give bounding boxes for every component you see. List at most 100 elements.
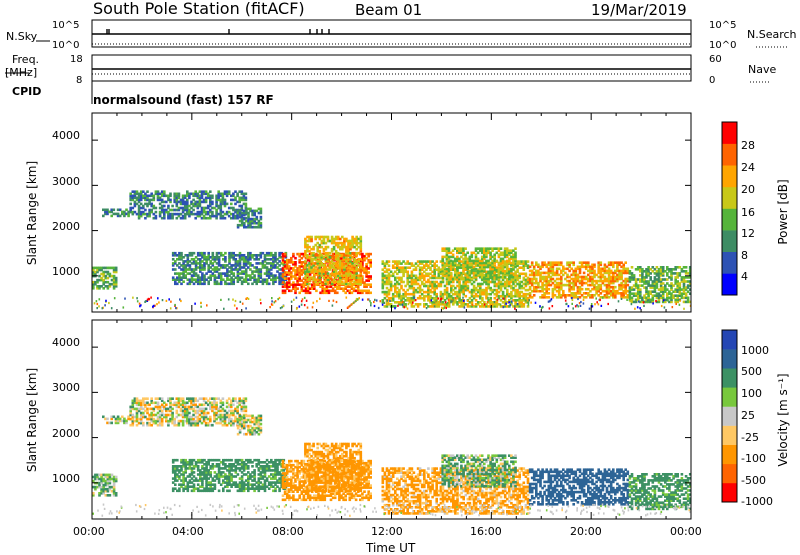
power-panel-cell xyxy=(115,277,118,280)
power-panel-cell xyxy=(308,283,311,286)
power-panel-cell xyxy=(146,190,149,193)
power-panel-cell xyxy=(268,283,271,286)
power-panel-clutter xyxy=(580,305,582,307)
power-panel-cell xyxy=(489,297,492,300)
power-panel-clutter xyxy=(663,299,665,301)
power-panel-cell xyxy=(129,203,132,206)
power-panel-cell xyxy=(174,268,177,271)
velocity-panel-cell xyxy=(188,412,191,415)
power-panel-clutter xyxy=(415,299,417,301)
power-panel-cell xyxy=(294,261,297,264)
velocity-panel-cell xyxy=(171,397,174,400)
power-panel-clutter xyxy=(370,304,372,306)
power-panel-clutter xyxy=(388,302,390,304)
power-panel-clutter xyxy=(283,305,285,307)
power-panel-cell xyxy=(163,190,166,193)
power-panel-clutter xyxy=(494,301,496,303)
power-panel-clutter xyxy=(236,307,238,309)
velocity-panel-cell xyxy=(106,418,109,421)
power-panel-clutter xyxy=(386,300,388,302)
power-panel-clutter xyxy=(402,301,404,303)
power-panel-clutter xyxy=(637,306,639,308)
power-panel-clutter xyxy=(328,300,330,302)
power-panel-clutter xyxy=(370,302,372,304)
power-panel-cell xyxy=(169,199,172,202)
power-panel-clutter xyxy=(583,299,585,301)
power-panel-clutter xyxy=(94,302,96,304)
power-panel-clutter xyxy=(451,300,453,302)
power-panel-cell xyxy=(292,253,295,256)
power-panel-clutter xyxy=(333,300,335,302)
power-panel-clutter xyxy=(296,297,298,299)
power-panel-clutter xyxy=(505,303,507,305)
power-panel-clutter xyxy=(376,299,378,301)
power-panel-clutter xyxy=(517,303,519,305)
power-panel-clutter xyxy=(374,305,376,307)
power-panel-cell xyxy=(390,281,393,284)
power-panel-clutter xyxy=(572,299,574,301)
power-panel-clutter xyxy=(332,305,334,307)
power-panel-clutter xyxy=(260,299,262,301)
power-panel-cell xyxy=(685,266,688,269)
power-panel-cell xyxy=(404,303,407,306)
power-panel-clutter xyxy=(449,302,451,304)
power-panel-clutter xyxy=(384,302,386,304)
power-panel-cell xyxy=(581,288,584,291)
power-panel-cell xyxy=(226,203,229,206)
power-panel-cell xyxy=(171,205,174,208)
power-panel-clutter xyxy=(594,303,596,305)
power-panel-clutter xyxy=(296,308,298,310)
power-panel-cell xyxy=(193,252,196,255)
power-panel-clutter xyxy=(595,297,597,299)
power-panel-clutter xyxy=(462,297,464,299)
power-panel-cell xyxy=(533,294,536,297)
power-panel-cell xyxy=(327,236,330,239)
power-panel-clutter xyxy=(271,300,273,302)
power-panel-cell xyxy=(360,236,363,239)
power-panel-clutter xyxy=(139,303,141,305)
power-panel-clutter xyxy=(497,299,499,301)
power-panel-cell xyxy=(245,203,248,206)
power-panel-clutter xyxy=(448,299,450,301)
power-panel-clutter xyxy=(346,297,348,299)
power-panel-cell xyxy=(169,193,172,196)
power-panel-cell xyxy=(435,293,438,296)
power-panel-clutter xyxy=(166,300,168,302)
power-panel-cell xyxy=(419,303,422,306)
power-panel-clutter xyxy=(367,298,369,300)
power-panel-cell xyxy=(514,276,517,279)
power-panel-clutter xyxy=(145,300,147,302)
power-panel-clutter xyxy=(667,299,669,301)
power-panel-clutter xyxy=(500,304,502,306)
power-panel-clutter xyxy=(336,301,338,303)
power-panel-cell xyxy=(467,285,470,288)
power-panel-clutter xyxy=(96,300,98,302)
power-panel-cell xyxy=(209,190,212,193)
power-panel-cell xyxy=(369,259,372,262)
power-panel-clutter xyxy=(408,303,410,305)
velocity-panel-cell xyxy=(110,422,113,425)
power-panel-cell xyxy=(224,256,227,259)
power-panel-clutter xyxy=(123,306,125,308)
power-panel-clutter xyxy=(464,306,466,308)
power-panel-clutter xyxy=(97,303,99,305)
power-panel-clutter xyxy=(434,305,436,307)
power-panel-clutter xyxy=(232,299,234,301)
power-panel-clutter xyxy=(435,299,437,301)
power-panel-clutter xyxy=(607,303,609,305)
power-panel-cell xyxy=(458,281,461,284)
power-panel-clutter xyxy=(391,300,393,302)
power-panel-clutter xyxy=(618,300,620,302)
power-panel-clutter xyxy=(634,308,636,310)
power-panel-clutter xyxy=(589,308,591,310)
power-panel-cell xyxy=(212,252,215,255)
power-panel-cell xyxy=(593,264,596,267)
power-panel-cell xyxy=(224,252,227,255)
power-panel-clutter xyxy=(528,299,530,301)
power-panel-cell xyxy=(450,272,453,275)
power-panel-clutter xyxy=(463,300,465,302)
power-panel-clutter xyxy=(279,297,281,299)
power-panel-clutter xyxy=(200,306,202,308)
power-panel-clutter xyxy=(319,298,321,300)
power-panel-clutter xyxy=(137,300,139,302)
